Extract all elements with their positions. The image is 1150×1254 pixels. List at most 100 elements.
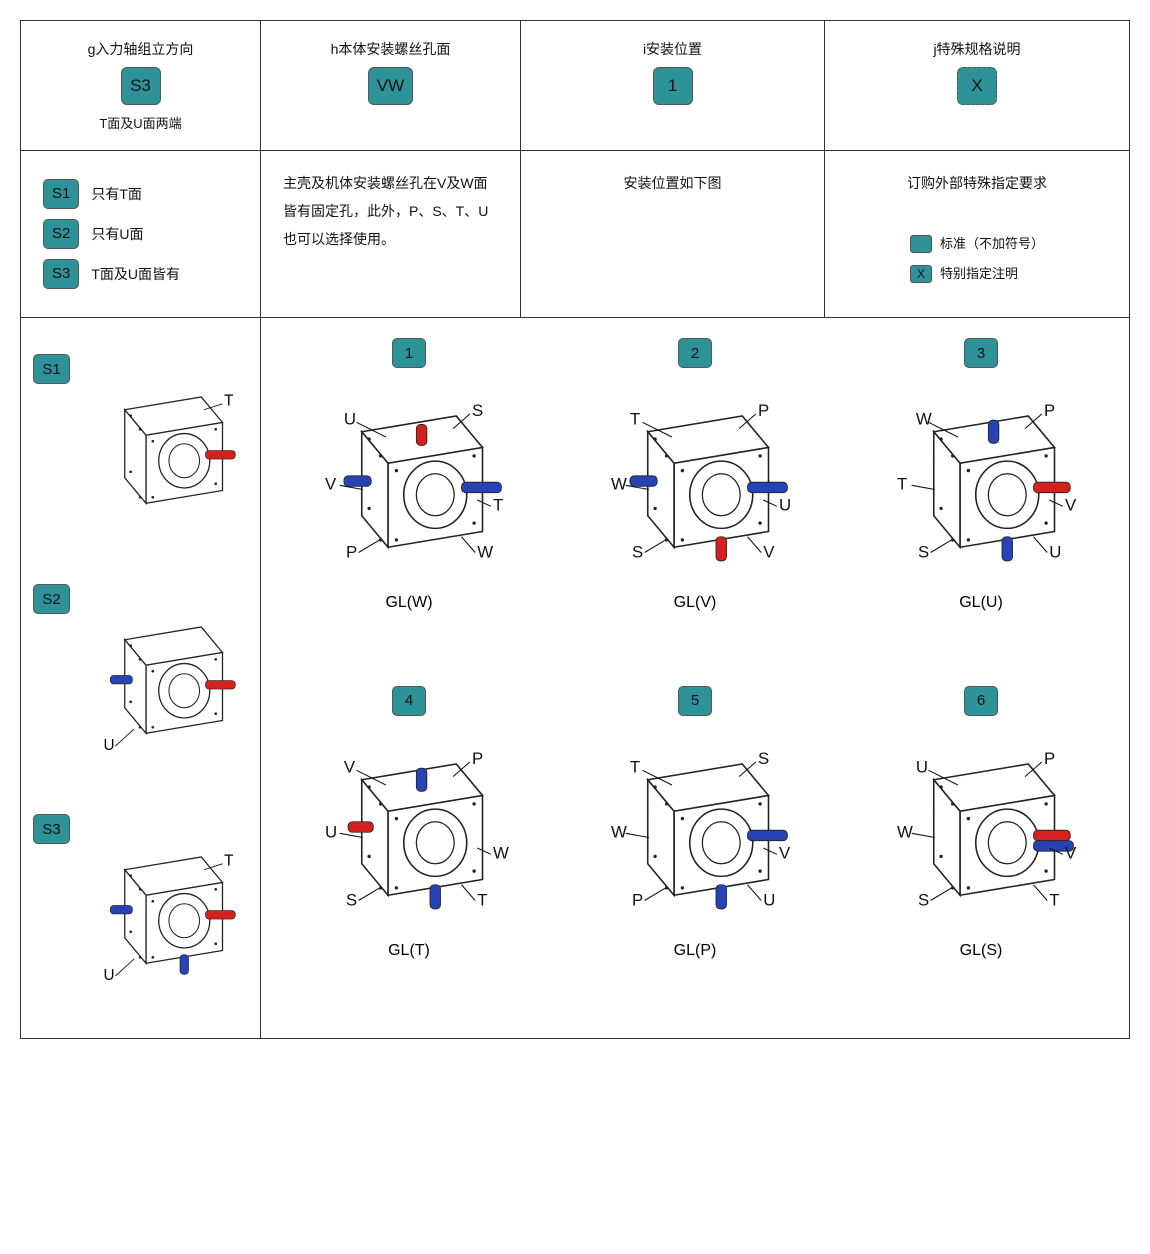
caption: GL(U) — [959, 594, 1003, 612]
badge-vw: VW — [368, 67, 413, 105]
mech-box-icon: T S W V P U — [585, 722, 805, 932]
desc-col-j: 订购外部特殊指定要求 标准（不加符号） X 特别指定注明 — [825, 151, 1129, 318]
mech-box-icon: U S V T P W — [299, 374, 519, 584]
opt-s2: S2 只有U面 — [43, 219, 238, 249]
badge-s3: S3 — [33, 814, 69, 844]
svg-text:W: W — [916, 409, 932, 428]
opt-s3: S3 T面及U面皆有 — [43, 259, 238, 289]
hdr-sub: T面及U面两端 — [99, 113, 181, 132]
svg-text:V: V — [344, 757, 356, 776]
mech-box-icon: T P W U S V — [585, 374, 805, 584]
svg-text:U: U — [344, 409, 356, 428]
svg-text:W: W — [493, 843, 509, 862]
mech-box-icon: TU — [78, 808, 248, 1008]
desc-col-g: S1 只有T面 S2 只有U面 S3 T面及U面皆有 — [21, 151, 261, 318]
badge-num-2: 2 — [678, 338, 712, 368]
svg-text:U: U — [103, 967, 114, 984]
svg-text:S: S — [918, 890, 929, 909]
spec-table: g入力轴组立方向 S3 T面及U面两端 h本体安装螺丝孔面 VW i安装位置 1… — [20, 20, 1130, 1039]
badge-s1: S1 — [43, 179, 79, 209]
badge-x: X — [957, 67, 997, 105]
svg-text:V: V — [763, 543, 775, 562]
mech-box-icon: VPUWST — [299, 722, 519, 932]
hdr-col-i: i安装位置 1 — [521, 21, 825, 151]
grid-diagram-6: 6UPWVSTGL(S) — [871, 686, 1091, 1009]
svg-text:S: S — [632, 543, 643, 562]
legend-std: 标准（不加符号） — [910, 231, 1044, 257]
svg-text:T: T — [224, 393, 233, 410]
badge-s2: S2 — [33, 584, 69, 614]
badge-num-6: 6 — [964, 686, 998, 716]
hdr-title: i安装位置 — [643, 39, 702, 59]
legend-x-icon: X — [910, 265, 932, 283]
hdr-title: g入力轴组立方向 — [88, 39, 194, 59]
svg-text:P: P — [346, 543, 357, 562]
svg-text:P: P — [472, 749, 483, 768]
svg-text:S: S — [472, 401, 483, 420]
svg-text:U: U — [1049, 543, 1061, 562]
svg-text:T: T — [493, 496, 503, 515]
badge-s2: S2 — [43, 219, 79, 249]
svg-text:V: V — [325, 475, 337, 494]
badge-1: 1 — [653, 67, 693, 105]
svg-text:W: W — [477, 543, 493, 562]
mech-box-icon: W P T V S U — [871, 374, 1091, 584]
legend-x: X 特别指定注明 — [910, 261, 1044, 287]
grid-diagram-3: 3 W P T V S U GL(U) — [871, 338, 1091, 661]
side-diagram-s3: S3TU — [33, 808, 247, 1008]
hdr-col-h: h本体安装螺丝孔面 VW — [261, 21, 521, 151]
mech-box-icon: UPWVST — [871, 722, 1091, 932]
svg-text:T: T — [477, 890, 487, 909]
badge-num-1: 1 — [392, 338, 426, 368]
legend-blank-icon — [910, 235, 932, 253]
svg-text:U: U — [103, 737, 114, 754]
caption: GL(W) — [385, 594, 432, 612]
mech-box-icon: T — [78, 348, 248, 548]
badge-num-5: 5 — [678, 686, 712, 716]
grid-diagram-1: 1 U S V T P W GL(W) — [299, 338, 519, 661]
svg-text:S: S — [918, 543, 929, 562]
grid-diagram-5: 5 T S W V P U GL(P) — [585, 686, 805, 1009]
svg-text:V: V — [779, 843, 791, 862]
hdr-col-j: j特殊规格说明 X — [825, 21, 1129, 151]
badge-s1: S1 — [33, 354, 69, 384]
svg-text:P: P — [1044, 749, 1055, 768]
svg-text:U: U — [325, 822, 337, 841]
badge-num-4: 4 — [392, 686, 426, 716]
svg-text:T: T — [630, 757, 640, 776]
hdr-title: j特殊规格说明 — [933, 39, 1020, 59]
caption: GL(P) — [674, 942, 717, 960]
badge-num-3: 3 — [964, 338, 998, 368]
right-grid: 1USVTPWGL(W)2TPWUSVGL(V)3WPTVSUGL(U)4VPU… — [261, 318, 1129, 1038]
side-diagram-s2: S2 U — [33, 578, 247, 778]
svg-text:T: T — [1049, 890, 1059, 909]
caption: GL(S) — [960, 942, 1003, 960]
svg-text:P: P — [758, 401, 769, 420]
desc-col-i: 安装位置如下图 — [521, 151, 825, 318]
grid-diagram-4: 4VPUWSTGL(T) — [299, 686, 519, 1009]
svg-text:V: V — [1065, 496, 1077, 515]
svg-text:T: T — [630, 409, 640, 428]
badge-s3: S3 — [121, 67, 161, 105]
svg-text:W: W — [611, 822, 627, 841]
hdr-col-g: g入力轴组立方向 S3 T面及U面两端 — [21, 21, 261, 151]
svg-text:U: U — [779, 496, 791, 515]
bottom-panel: S1TS2US3TU 1USVTPWGL(W)2TPWUSVGL(V)3WPTV… — [21, 318, 1129, 1038]
desc-col-h: 主壳及机体安装螺丝孔在V及W面皆有固定孔，此外，P、S、T、U也可以选择使用。 — [261, 151, 521, 318]
svg-text:W: W — [611, 475, 627, 494]
grid-diagram-2: 2TPWUSVGL(V) — [585, 338, 805, 661]
side-diagram-s1: S1 T — [33, 348, 247, 548]
opt-s1: S1 只有T面 — [43, 179, 238, 209]
svg-text:P: P — [1044, 401, 1055, 420]
svg-text:T: T — [897, 475, 907, 494]
svg-text:T: T — [224, 853, 233, 870]
mech-box-icon: U — [78, 578, 248, 778]
hdr-title: h本体安装螺丝孔面 — [331, 39, 451, 59]
svg-text:U: U — [916, 757, 928, 776]
badge-s3o: S3 — [43, 259, 79, 289]
svg-text:U: U — [763, 890, 775, 909]
svg-text:P: P — [632, 890, 643, 909]
left-diagrams: S1TS2US3TU — [21, 318, 261, 1038]
caption: GL(T) — [388, 942, 430, 960]
svg-text:S: S — [758, 749, 769, 768]
